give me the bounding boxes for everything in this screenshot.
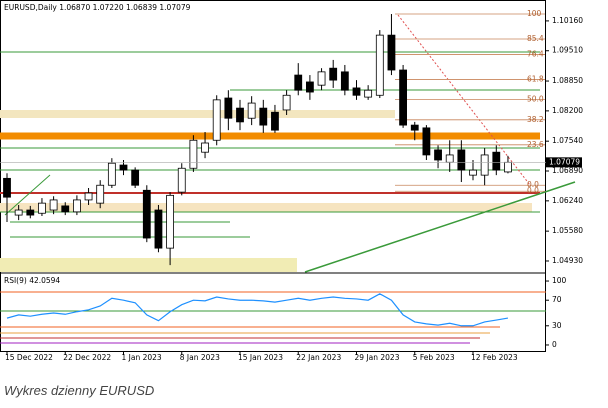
fib-label: 38.2 — [527, 115, 544, 124]
candle-body — [457, 149, 466, 171]
y-tick-label: 0 — [552, 340, 557, 349]
candle-body — [387, 34, 396, 71]
x-tick-label: 29 Jan 2023 — [355, 353, 400, 362]
levels — [0, 14, 576, 344]
y-tick-label: 1.08200 — [552, 106, 583, 115]
candle-body — [340, 71, 349, 91]
candle-body — [282, 94, 291, 111]
trendline — [4, 174, 51, 216]
x-tick-label: 5 Feb 2023 — [413, 353, 455, 362]
fib-label: 0.0 — [527, 186, 539, 195]
caption: Wykres dzienny EURUSD — [4, 383, 155, 398]
candle-body — [142, 189, 151, 239]
zone — [0, 110, 395, 118]
rsi-line — [6, 293, 509, 327]
fib-label: 50.0 — [527, 95, 544, 104]
fib-label: 100 — [527, 9, 542, 18]
last-price-box — [546, 157, 582, 168]
candle-body — [434, 149, 442, 161]
frame — [0, 0, 546, 352]
zone — [0, 203, 532, 212]
candle-body — [14, 209, 23, 216]
zone — [0, 258, 297, 272]
candle-body — [247, 102, 256, 119]
y-tick-label: 1.05580 — [552, 226, 583, 235]
y-tick-label: 1.07540 — [552, 136, 583, 145]
trendline — [304, 181, 576, 273]
candle-body — [201, 142, 209, 153]
candle-body — [445, 154, 454, 163]
y-tick-label: 70 — [552, 295, 562, 304]
y-tick-label: 1.04930 — [552, 256, 583, 265]
candle-body — [294, 74, 303, 91]
candle-body — [259, 107, 268, 126]
x-tick-label: 15 Jan 2023 — [238, 353, 283, 362]
fib-label: 85.4 — [527, 34, 544, 43]
fib-label: 23.6 — [527, 140, 544, 149]
candle-body — [189, 139, 198, 169]
y-tick-label: 1.10160 — [552, 16, 583, 25]
candle-body — [119, 164, 128, 171]
candle-body — [492, 151, 501, 171]
x-tick-label: 15 Dec 2022 — [5, 353, 53, 362]
candle-body — [399, 69, 408, 126]
chart-title: EURUSD,Daily 1.06870 1.07220 1.06839 1.0… — [4, 3, 191, 12]
indicator-title: RSI(9) 42.0594 — [4, 276, 60, 285]
candle-body — [131, 169, 140, 186]
x-tick-label: 12 Feb 2023 — [471, 353, 518, 362]
candle-body — [107, 162, 116, 186]
candle-body — [329, 67, 338, 81]
fib-label: 61.8 — [527, 74, 544, 83]
candle-body — [317, 71, 326, 86]
candle-body — [364, 89, 373, 98]
candle-body — [73, 199, 81, 213]
y-tick-label: 100 — [552, 276, 567, 285]
candle-body — [271, 111, 279, 131]
y-tick-label: 1.06890 — [552, 166, 583, 175]
candle-body — [212, 99, 221, 141]
candle-body — [236, 107, 244, 123]
fib-label: 76.4 — [527, 49, 544, 58]
candle-body — [410, 124, 419, 131]
candle-body — [422, 127, 431, 156]
candle-body — [38, 202, 46, 214]
candle-body — [61, 205, 70, 213]
x-tick-label: 1 Jan 2023 — [122, 353, 162, 362]
y-tick-label: 1.06240 — [552, 196, 583, 205]
candle-body — [154, 209, 163, 249]
fib-label: 0.0 — [527, 180, 539, 189]
candle-body — [504, 161, 512, 173]
x-tick-label: 22 Dec 2022 — [63, 353, 111, 362]
chart: EURUSD,Daily 1.06870 1.07220 1.06839 1.0… — [0, 0, 583, 362]
candle-body — [352, 87, 361, 96]
x-tick-label: 22 Jan 2023 — [296, 353, 341, 362]
candle-body — [469, 169, 477, 176]
x-tick-label: 8 Jan 2023 — [180, 353, 220, 362]
candle-body — [305, 81, 314, 93]
candle-body — [26, 209, 35, 216]
candle-body — [480, 154, 489, 176]
last-price-label: 1.07079 — [549, 157, 580, 166]
y-tick-label: 30 — [552, 321, 562, 330]
candle-body — [96, 184, 105, 204]
candle-body — [3, 177, 11, 198]
candle-body — [224, 97, 233, 119]
candle-body — [84, 192, 93, 201]
y-tick-label: 1.09510 — [552, 46, 583, 55]
candle-body — [166, 194, 175, 249]
y-tick-label: 1.08850 — [552, 76, 583, 85]
candle-body — [49, 199, 58, 211]
candle-body — [375, 34, 384, 96]
candle-body — [177, 167, 186, 193]
